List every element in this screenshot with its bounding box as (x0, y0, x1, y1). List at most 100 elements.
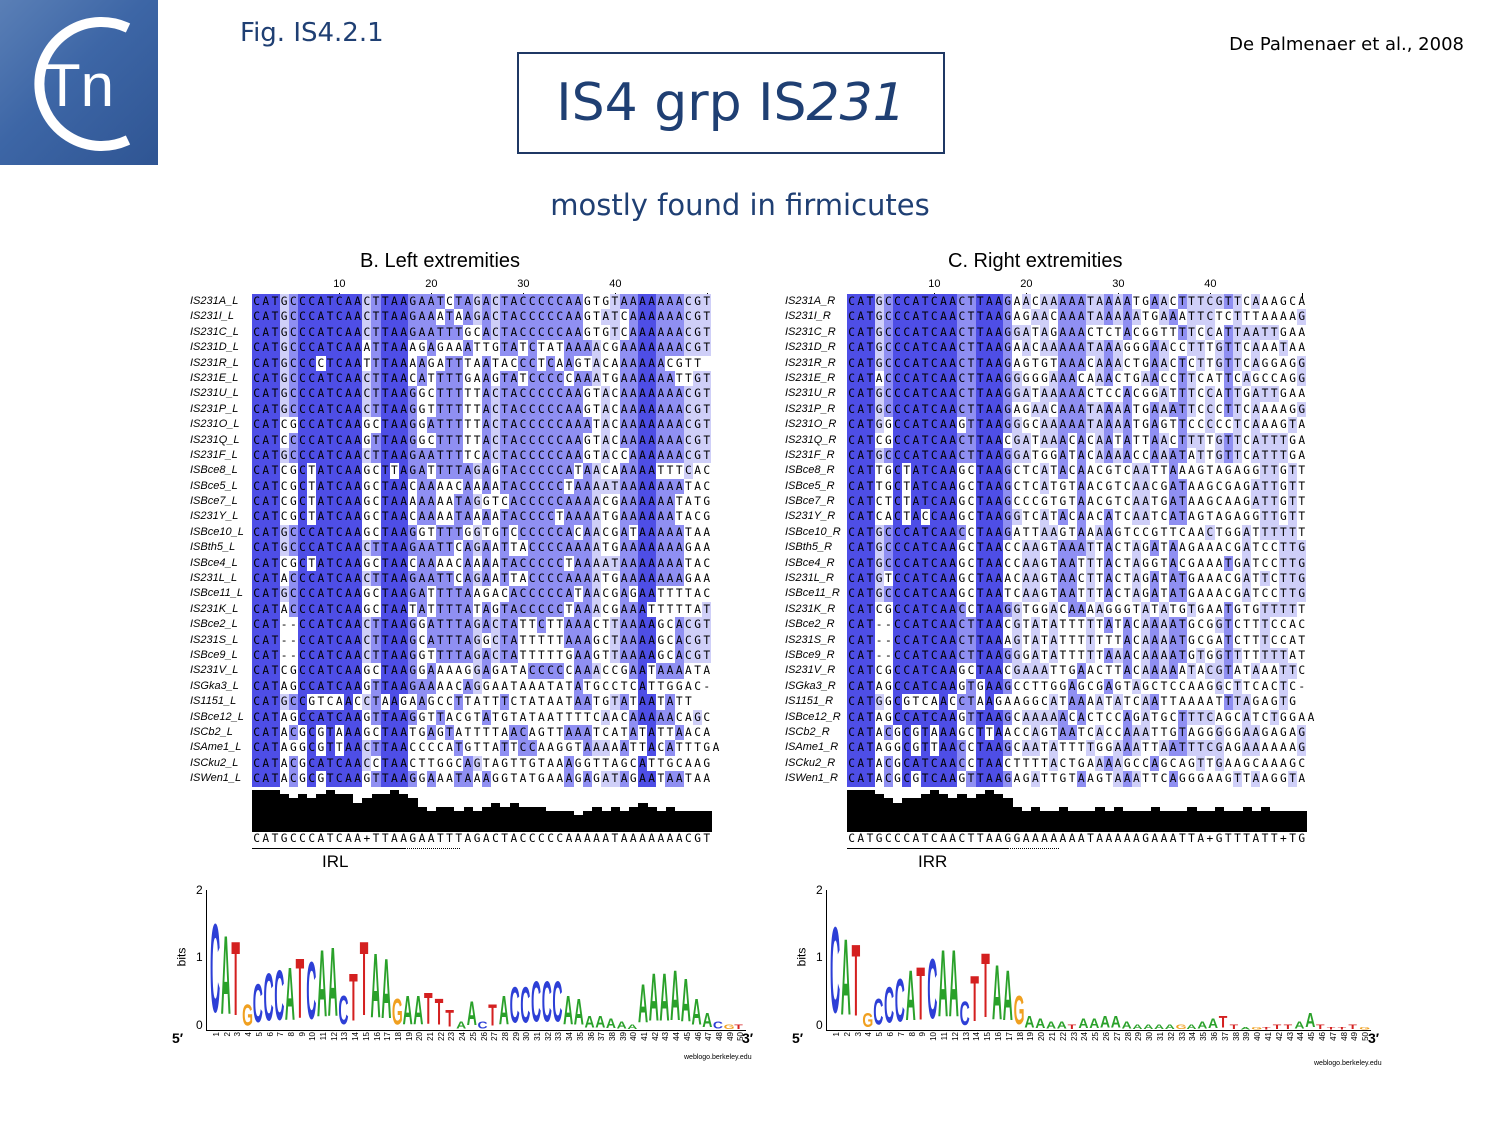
logo-letter: A (948, 928, 959, 1037)
logo-position: 14 (972, 1032, 982, 1041)
conservation-bar (1150, 806, 1160, 832)
sequence-name: IS231A_L (190, 295, 239, 307)
conservation-bar (408, 798, 418, 832)
logo-letter: A (1305, 1008, 1316, 1032)
conservation-bar (666, 806, 676, 832)
logo-position: 37 (1220, 1032, 1230, 1041)
conservation-bar (1297, 811, 1307, 832)
conservation-bar (298, 794, 308, 832)
sequence-name: ISBce2_R (785, 618, 835, 631)
sequence-name: IS231U_L (190, 387, 239, 400)
logo-position: 4 (864, 1032, 874, 1037)
sequence-name: ISBce8_L (190, 464, 238, 477)
conservation-bar (1095, 806, 1105, 832)
logo-letter: A (840, 913, 851, 1038)
conservation-bar (1215, 806, 1225, 832)
tn-logo-graphic: Tn (34, 17, 131, 151)
conservation-bar (1261, 806, 1271, 832)
logo-letter: C (712, 1019, 724, 1031)
conservation-bar (426, 811, 436, 832)
left-ir-dots (404, 848, 460, 849)
conservation-bar (1067, 811, 1077, 832)
sequence-name: IS231K_L (190, 602, 239, 615)
sequence-name: ISBce12_L (190, 710, 244, 723)
conservation-bar (1086, 811, 1096, 832)
logo-position: 11 (940, 1032, 949, 1041)
logo-letter: A (702, 1008, 713, 1032)
logo-position: 24 (458, 1032, 468, 1041)
sequence-name: ISBce11_R (785, 587, 840, 600)
logo-letter: T (434, 989, 444, 1033)
logo-letter: C (873, 989, 884, 1033)
logo-letter: A (1143, 1022, 1154, 1031)
ruler-tick-label: 40 (1204, 278, 1217, 290)
logo-position: 25 (468, 1032, 478, 1041)
logo-letter: C (520, 975, 531, 1034)
conservation-bar (564, 811, 574, 832)
logo-position: 28 (1123, 1032, 1133, 1041)
conservation-bar (500, 806, 510, 832)
conservation-bar (555, 811, 565, 832)
logo-letter: G (1359, 1026, 1371, 1031)
logo-position: 6 (886, 1032, 895, 1037)
right-ruler: 10 20 30 40 (847, 278, 1307, 308)
logo-position: 38 (607, 1032, 617, 1041)
conservation-bar (1058, 806, 1068, 832)
logo-letter: A (638, 971, 649, 1034)
right-weblogo-credit: weblogo.berkeley.edu (1314, 1060, 1382, 1067)
conservation-bar (994, 794, 1004, 832)
sequence-name: ISBth5_R (785, 541, 833, 554)
logo-position: 40 (629, 1032, 639, 1041)
conservation-bar (966, 798, 976, 832)
sequence-name: IS231F_R (785, 448, 835, 461)
sequence-name: ISBce2_L (190, 618, 238, 631)
sequence-name: IS231U_R (785, 387, 836, 400)
conservation-bar (528, 806, 538, 832)
logo-letter: G (862, 1008, 874, 1032)
logo-position: 5 (875, 1032, 885, 1037)
logo-position: 20 (415, 1032, 425, 1041)
conservation-bar (1159, 811, 1169, 832)
conservation-bar (1132, 811, 1142, 832)
logo-letter: C (509, 975, 520, 1034)
sequence-name: ISBce7_L (190, 495, 238, 508)
logo-letter: T (295, 938, 305, 1037)
sequence-name: IS231R_R (785, 356, 836, 369)
logo-letter: T (1229, 1022, 1239, 1031)
logo-letter: A (370, 931, 381, 1037)
logo-letter: C (927, 938, 938, 1037)
logo-position: 47 (1328, 1032, 1338, 1041)
sequence-name: ISBce10_R (785, 525, 841, 538)
sequence-name: ISBce7_R (785, 495, 835, 508)
logo-position: 12 (329, 1032, 339, 1041)
logo-letter: T (1348, 1022, 1357, 1031)
logo-position: 31 (533, 1032, 542, 1041)
sequence-name: ISBce12_R (785, 710, 841, 723)
logo-position: 45 (1307, 1032, 1317, 1041)
logo-position: 8 (286, 1032, 296, 1037)
logo-letter: A (1294, 1019, 1305, 1031)
sequence-name: IS231C_R (785, 325, 836, 338)
left-sequence-names: IS231A_L IS231I_L IS231C_L IS231D_L IS231R_L… (190, 294, 244, 787)
sequence-name: ISBce8_R (785, 464, 835, 477)
sequence-name: ISBce11_L (190, 587, 244, 600)
conservation-bar (546, 811, 556, 832)
sequence-name: IS231P_L (190, 402, 239, 415)
conservation-bar (1224, 811, 1234, 832)
conservation-bar (1012, 806, 1022, 832)
conservation-bar (325, 790, 335, 832)
right-ir-line (847, 848, 1007, 849)
sequence-name: IS231Y_L (190, 510, 239, 523)
